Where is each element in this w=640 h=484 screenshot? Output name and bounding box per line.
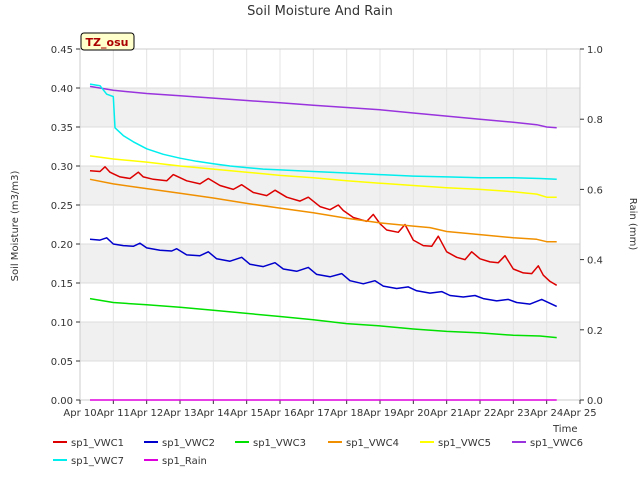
y-tick-label: 0.00 xyxy=(51,396,73,407)
series-line-sp1_VWC2 xyxy=(89,237,558,308)
y2-tick-label: 0.2 xyxy=(587,326,603,337)
x-tick-label: Apr 16 xyxy=(263,408,296,419)
legend-label: sp1_VWC6 xyxy=(530,438,583,449)
y-tick-label: 0.30 xyxy=(51,162,73,173)
y-tick-label: 0.10 xyxy=(51,318,73,329)
y-tick-label: 0.15 xyxy=(51,279,73,290)
y-tick-label: 0.05 xyxy=(51,357,73,368)
x-tick-label: Apr 13 xyxy=(163,408,196,419)
y2-axis-label: Rain (mm) xyxy=(627,198,638,251)
x-tick-label: Apr 12 xyxy=(130,408,163,419)
series-line-sp1_VWC5 xyxy=(89,155,557,198)
series-line-sp1_VWC4 xyxy=(89,178,557,243)
x-tick-label: Apr 23 xyxy=(497,408,530,419)
y2-tick-label: 0.6 xyxy=(587,185,603,196)
series-lines xyxy=(89,83,558,401)
x-tick-label: Apr 17 xyxy=(297,408,330,419)
legend-label: sp1_VWC5 xyxy=(438,438,491,449)
x-tick-label: Apr 21 xyxy=(430,408,463,419)
y-tick-label: 0.40 xyxy=(51,84,73,95)
y2-tick-label: 0.4 xyxy=(587,256,603,267)
y2-tick-label: 1.0 xyxy=(587,45,603,56)
series-line-sp1_VWC7 xyxy=(89,83,557,181)
x-tick-label: Apr 24 xyxy=(530,408,563,419)
series-line-sp1_VWC6 xyxy=(89,85,557,129)
legend-label: sp1_VWC1 xyxy=(71,438,124,449)
y-axis-ticks: 0.00 0.05 0.10 0.15 0.20 0.25 0.30 0.35 0.40 0.45 xyxy=(51,45,80,407)
site-badge-label: TZ_osu xyxy=(86,36,129,49)
x-tick-label: Apr 20 xyxy=(397,408,430,419)
y-axis-label: Soil Moisture (m3/m3) xyxy=(10,171,21,282)
x-axis-ticks: Apr 10 Apr 11 Apr 12 Apr 13 Apr 14 Apr 15 Apr … xyxy=(63,400,597,419)
chart-title: Soil Moisture And Rain xyxy=(247,4,393,19)
grid-band xyxy=(80,322,580,361)
y-tick-label: 0.25 xyxy=(51,201,73,212)
y2-axis-ticks: 0.0 0.2 0.4 0.6 0.8 1.0 xyxy=(580,45,603,407)
x-tick-label: Apr 19 xyxy=(363,408,396,419)
legend-label: sp1_Rain xyxy=(162,456,207,467)
y-tick-label: 0.20 xyxy=(51,240,73,251)
grid-bands xyxy=(80,88,580,361)
site-badge: TZ_osu xyxy=(80,32,135,51)
x-tick-label: Apr 10 xyxy=(63,408,96,419)
legend-label: sp1_VWC4 xyxy=(346,438,399,449)
x-tick-label: Apr 15 xyxy=(230,408,263,419)
legend: sp1_VWC1 sp1_VWC2 sp1_VWC3 sp1_VWC4 sp1_VWC5… xyxy=(53,438,583,467)
legend-label: sp1_VWC3 xyxy=(253,438,306,449)
y2-tick-label: 0.0 xyxy=(587,396,603,407)
x-tick-label: Apr 14 xyxy=(197,408,230,419)
series-line-sp1_VWC1 xyxy=(89,166,558,286)
x-axis-label: Time xyxy=(552,424,577,435)
legend-label: sp1_VWC2 xyxy=(162,438,215,449)
y-tick-label: 0.35 xyxy=(51,123,73,134)
x-tick-label: Apr 22 xyxy=(463,408,496,419)
y2-tick-label: 0.8 xyxy=(587,115,603,126)
y-tick-label: 0.45 xyxy=(51,45,73,56)
legend-label: sp1_VWC7 xyxy=(71,456,124,467)
gridlines xyxy=(79,48,581,401)
x-tick-label: Apr 18 xyxy=(330,408,363,419)
x-tick-label: Apr 11 xyxy=(97,408,130,419)
series-line-sp1_VWC3 xyxy=(89,297,557,339)
x-tick-label: Apr 25 xyxy=(563,408,596,419)
